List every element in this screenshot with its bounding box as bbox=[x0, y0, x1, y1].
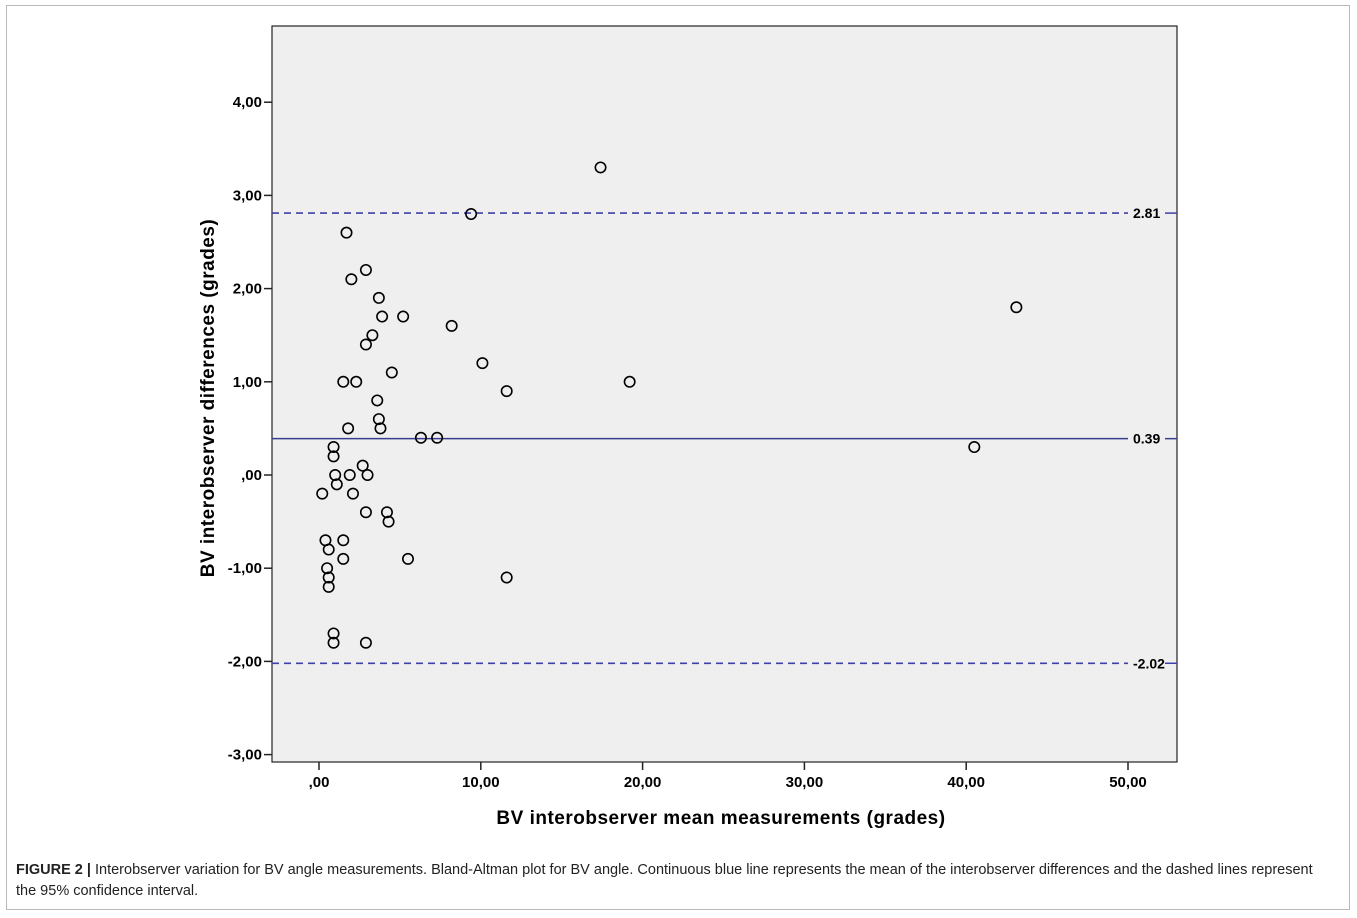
data-points bbox=[316, 161, 1023, 649]
reference-lines: 2.81 0.39 -2.02 bbox=[272, 205, 1177, 671]
data-point bbox=[322, 580, 335, 593]
data-point bbox=[968, 441, 981, 454]
reference-line-label: 0.39 bbox=[1133, 431, 1160, 447]
data-point bbox=[322, 543, 335, 556]
x-axis: ,00 10,00 20,00 30,00 40,00 50,00 bbox=[309, 762, 1147, 791]
data-point bbox=[385, 366, 398, 379]
y-tick-label: -2,00 bbox=[228, 653, 262, 670]
data-point bbox=[359, 263, 372, 276]
data-point bbox=[623, 375, 636, 388]
reference-line-label: 2.81 bbox=[1133, 205, 1160, 221]
data-point bbox=[476, 357, 489, 370]
x-tick-label: 50,00 bbox=[1109, 774, 1147, 791]
y-tick-label: ,00 bbox=[241, 467, 262, 484]
data-point bbox=[374, 422, 387, 435]
data-point bbox=[343, 468, 356, 481]
data-point bbox=[337, 534, 350, 547]
reference-line-label: -2.02 bbox=[1133, 655, 1165, 671]
y-axis-title: BV interobserver differences (grades) bbox=[198, 219, 219, 578]
data-point bbox=[594, 161, 607, 174]
data-point bbox=[361, 468, 374, 481]
y-tick-label: 2,00 bbox=[233, 281, 262, 298]
data-point bbox=[322, 571, 335, 584]
data-point bbox=[431, 431, 444, 444]
y-axis: -3,00 -2,00 -1,00 ,00 1,00 2,00 3,00 4,00 bbox=[228, 94, 272, 764]
x-tick-label: 30,00 bbox=[786, 774, 824, 791]
data-point bbox=[327, 441, 340, 454]
data-point bbox=[376, 310, 389, 323]
figure-label: FIGURE 2 | bbox=[16, 862, 91, 878]
figure-caption: FIGURE 2 | Interobserver variation for B… bbox=[16, 860, 1326, 902]
data-point bbox=[371, 394, 384, 407]
data-point bbox=[372, 291, 385, 304]
data-point bbox=[337, 552, 350, 565]
data-point bbox=[382, 515, 395, 528]
data-point bbox=[1010, 301, 1023, 314]
data-point bbox=[500, 571, 513, 584]
y-tick-label: 3,00 bbox=[233, 187, 262, 204]
data-point bbox=[327, 450, 340, 463]
data-point bbox=[350, 375, 363, 388]
x-tick-label: 10,00 bbox=[462, 774, 500, 791]
data-point bbox=[397, 310, 410, 323]
data-point bbox=[414, 431, 427, 444]
data-point bbox=[330, 478, 343, 491]
data-point bbox=[359, 338, 372, 351]
data-point bbox=[340, 226, 353, 239]
data-point bbox=[345, 273, 358, 286]
data-point bbox=[327, 636, 340, 649]
data-point bbox=[366, 329, 379, 342]
x-tick-label: 20,00 bbox=[624, 774, 662, 791]
data-point bbox=[327, 627, 340, 640]
data-point bbox=[316, 487, 329, 500]
caption-text: Interobserver variation for BV angle mea… bbox=[16, 862, 1313, 899]
data-point bbox=[401, 552, 414, 565]
x-tick-label: ,00 bbox=[309, 774, 330, 791]
data-point bbox=[359, 636, 372, 649]
data-point bbox=[500, 385, 513, 398]
y-tick-label: -1,00 bbox=[228, 560, 262, 577]
data-point bbox=[337, 375, 350, 388]
y-tick-label: -3,00 bbox=[228, 747, 262, 764]
data-point bbox=[465, 208, 478, 221]
x-tick-label: 40,00 bbox=[947, 774, 985, 791]
y-tick-label: 4,00 bbox=[233, 94, 262, 111]
data-point bbox=[445, 319, 458, 332]
data-point bbox=[342, 422, 355, 435]
data-point bbox=[359, 506, 372, 519]
plot-area bbox=[271, 25, 1178, 763]
y-tick-label: 1,00 bbox=[233, 374, 262, 391]
x-axis-title: BV interobserver mean measurements (grad… bbox=[496, 808, 945, 829]
data-point bbox=[346, 487, 359, 500]
data-point bbox=[356, 459, 369, 472]
